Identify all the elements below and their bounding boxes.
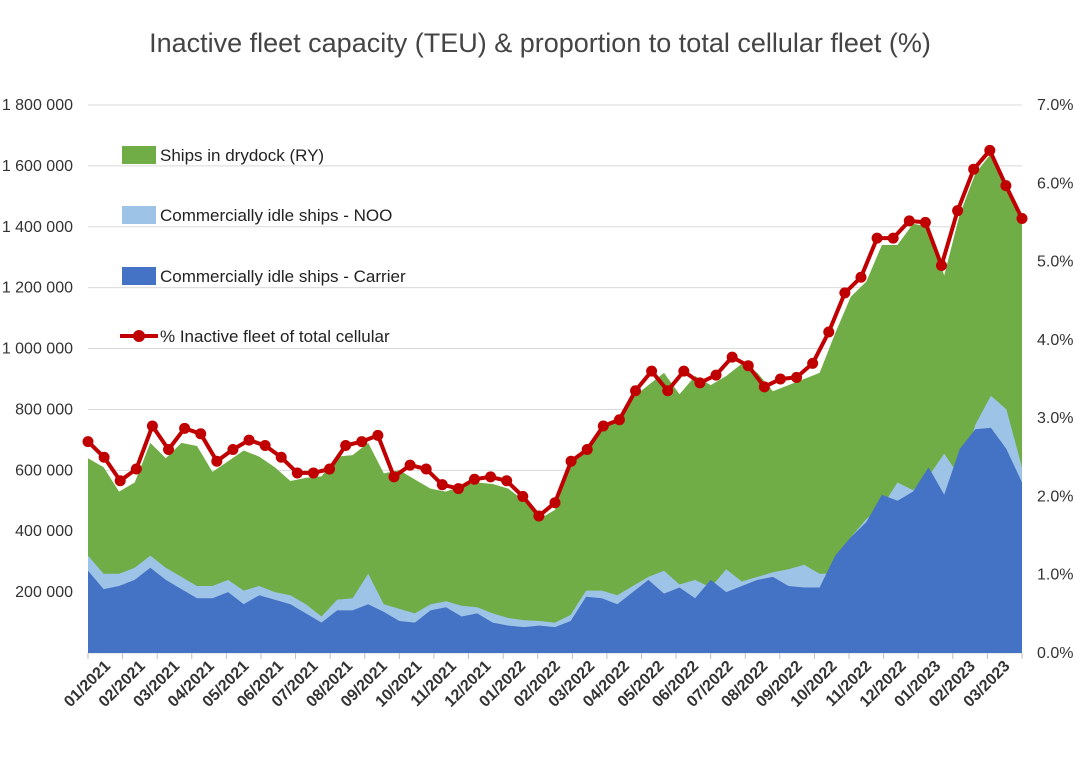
pct-point (855, 271, 867, 283)
legend-label: % Inactive fleet of total cellular (160, 327, 390, 346)
pct-point (114, 475, 126, 487)
y2-tick-label: 5.0% (1037, 254, 1073, 271)
pct-point (839, 287, 851, 299)
pct-point (662, 385, 674, 397)
pct-point (82, 436, 94, 448)
chart-title: Inactive fleet capacity (TEU) & proporti… (149, 28, 931, 58)
pct-point (356, 436, 368, 448)
pct-point (791, 371, 803, 383)
pct-point (211, 455, 223, 467)
pct-point (710, 369, 722, 381)
legend-swatch (122, 206, 156, 224)
y2-tick-label: 0.0% (1037, 645, 1073, 662)
pct-point (468, 473, 480, 485)
pct-point (549, 497, 561, 509)
area-drydock (88, 153, 1022, 653)
pct-point (179, 422, 191, 434)
legend-label: Commercially idle ships - NOO (160, 206, 392, 225)
pct-point (501, 475, 513, 487)
pct-point (195, 428, 207, 440)
pct-point (887, 232, 899, 244)
y2-tick-label: 4.0% (1037, 332, 1073, 349)
y2-tick-label: 2.0% (1037, 488, 1073, 505)
pct-point (533, 510, 545, 522)
pct-point (1000, 180, 1012, 192)
pct-point (807, 357, 819, 369)
pct-point (742, 360, 754, 372)
pct-point (871, 232, 883, 244)
pct-point (98, 451, 110, 463)
left-y-axis: 1 800 000 1 600 000 1 400 000 1 200 000 1 00… (2, 97, 73, 601)
pct-point (694, 377, 706, 389)
pct-point (581, 443, 593, 455)
right-y-axis: 7.0% 6.0% 5.0% 4.0% 3.0% 2.0% 1.0% 0.0% (1037, 97, 1073, 662)
pct-point (243, 434, 255, 446)
pct-point (485, 471, 497, 483)
pct-point (340, 440, 352, 452)
y-tick-label: 1 600 000 (2, 158, 73, 175)
pct-point (404, 459, 416, 471)
pct-point (324, 463, 336, 475)
pct-point (935, 259, 947, 271)
pct-point (597, 420, 609, 432)
pct-point (130, 463, 142, 475)
pct-point (646, 365, 658, 377)
pct-point (678, 365, 690, 377)
pct-point (630, 385, 642, 397)
area-series (88, 153, 1022, 653)
pct-point (452, 483, 464, 495)
y-tick-label: 800 000 (15, 401, 73, 418)
y2-tick-label: 3.0% (1037, 410, 1073, 427)
pct-point (275, 451, 287, 463)
legend-label: Ships in drydock (RY) (160, 146, 324, 165)
legend-swatch (122, 267, 156, 285)
pct-point (823, 326, 835, 338)
y-tick-label: 200 000 (15, 584, 73, 601)
y-tick-label: 600 000 (15, 462, 73, 479)
pct-point (163, 443, 175, 455)
pct-point (952, 205, 964, 217)
pct-point (420, 463, 432, 475)
pct-point (259, 440, 271, 452)
pct-point (774, 373, 786, 385)
area-carrier (88, 427, 1022, 653)
pct-point (903, 215, 915, 227)
pct-point (1016, 213, 1028, 225)
y-tick-label: 1 800 000 (2, 97, 73, 114)
y-tick-label: 400 000 (15, 523, 73, 540)
pct-point (984, 144, 996, 156)
y-tick-label: 1 000 000 (2, 341, 73, 358)
pct-point (436, 479, 448, 491)
y-tick-label: 1 400 000 (2, 219, 73, 236)
y-tick-label: 1 200 000 (2, 280, 73, 297)
pct-point (726, 351, 738, 363)
legend-label: Commercially idle ships - Carrier (160, 267, 406, 286)
pct-point (968, 163, 980, 175)
y2-tick-label: 6.0% (1037, 175, 1073, 192)
pct-point (517, 490, 529, 502)
x-axis: 01/202102/202103/202104/202105/202106/20… (61, 653, 1023, 711)
pct-point (227, 443, 239, 455)
legend-swatch (122, 146, 156, 164)
legend: Ships in drydock (RY) Commercially idle s… (120, 146, 406, 346)
pct-point (919, 216, 931, 228)
pct-point (758, 381, 770, 393)
pct-point (146, 420, 158, 432)
pct-point (307, 467, 319, 479)
pct-point (291, 467, 303, 479)
legend-swatch-marker (133, 330, 145, 342)
pct-point (613, 414, 625, 426)
y2-tick-label: 7.0% (1037, 97, 1073, 114)
pct-point (388, 471, 400, 483)
y2-tick-label: 1.0% (1037, 567, 1073, 584)
pct-point (372, 429, 384, 441)
line-series (82, 144, 1028, 522)
pct-point (565, 455, 577, 467)
